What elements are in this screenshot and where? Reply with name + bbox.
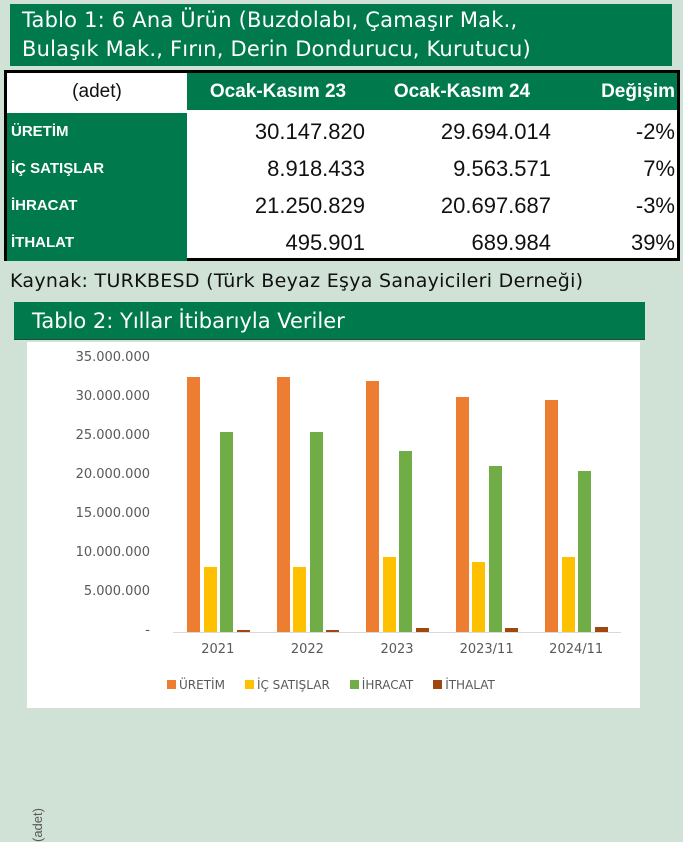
- bar: [561, 557, 575, 632]
- value-2024: 29.694.014: [440, 119, 551, 144]
- legend-item: İÇ SATIŞLAR: [244, 678, 330, 692]
- row-label: ÜRETİM: [7, 113, 187, 150]
- header-ocak-kasim-23: Ocak-Kasım 23: [187, 73, 369, 110]
- plot-area: [173, 359, 621, 633]
- bar: [415, 628, 429, 632]
- y-tick-label: 35.000.000: [75, 350, 150, 365]
- bar: [203, 567, 217, 632]
- x-tick-label: 2023: [380, 642, 414, 657]
- table1-title-line2: Bulaşık Mak., Fırın, Derin Dondurucu, Ku…: [22, 37, 531, 61]
- bar: [455, 396, 469, 632]
- table1-title-line1: Tablo 1: 6 Ana Ürün (Buzdolabı, Çamaşır …: [22, 8, 518, 32]
- legend-item: İTHALAT: [433, 678, 495, 692]
- x-tick-label: 2021: [201, 642, 235, 657]
- table2-title: Tablo 2: Yıllar İtibarıyla Veriler: [14, 302, 645, 340]
- value-2023: 495.901: [285, 230, 365, 255]
- bar: [293, 567, 307, 632]
- value-2023: 30.147.820: [254, 119, 365, 144]
- bar: [326, 630, 340, 632]
- change-value: 7%: [643, 156, 675, 181]
- bar: [366, 380, 380, 632]
- bar: [382, 557, 396, 632]
- bar: [309, 432, 323, 632]
- header-ocak-kasim-24: Ocak-Kasım 24: [369, 73, 555, 110]
- table-header-row: (adet) Ocak-Kasım 23 Ocak-Kasım 24 Değiş…: [7, 73, 677, 110]
- y-tick-label: 25.000.000: [75, 428, 150, 443]
- y-tick-label: 15.000.000: [75, 506, 150, 521]
- table1-title: Tablo 1: 6 Ana Ürün (Buzdolabı, Çamaşır …: [10, 4, 672, 66]
- bar: [187, 376, 200, 632]
- legend-swatch-icon: [433, 680, 443, 689]
- legend-item: İHRACAT: [349, 678, 413, 692]
- bar: [220, 432, 233, 632]
- change-value: -3%: [635, 193, 675, 218]
- x-tick-label: 2023/11: [459, 642, 514, 657]
- bar: [594, 626, 608, 632]
- legend-swatch-icon: [167, 680, 176, 689]
- y-tick-label: 30.000.000: [75, 389, 150, 404]
- y-tick-label: -: [145, 623, 150, 638]
- table-row: İÇ SATIŞLAR 8.918.433 9.563.571 7%: [7, 150, 677, 187]
- row-label: İTHALAT: [7, 224, 187, 261]
- value-2024: 689.984: [471, 230, 551, 255]
- bar-chart: (adet) - 5.000.000 10.000.000 15.000.000 20.…: [27, 342, 640, 842]
- legend-swatch-icon: [349, 680, 359, 689]
- chart-legend: ÜRETİM İÇ SATIŞLAR İHRACAT İTHALAT: [167, 678, 495, 692]
- bar: [488, 466, 502, 632]
- change-value: -2%: [635, 119, 675, 144]
- legend-item: ÜRETİM: [167, 678, 225, 692]
- y-axis-label: (adet): [30, 808, 45, 842]
- header-unit: (adet): [7, 73, 187, 110]
- table-row: İHRACAT 21.250.829 20.697.687 -3%: [7, 187, 677, 224]
- value-2024: 9.563.571: [453, 156, 551, 181]
- header-degisim: Değişim: [555, 73, 677, 110]
- value-2024: 20.697.687: [440, 193, 551, 218]
- bar: [545, 400, 559, 632]
- value-2023: 21.250.829: [254, 193, 365, 218]
- summary-table: (adet) Ocak-Kasım 23 Ocak-Kasım 24 Değiş…: [4, 70, 680, 261]
- bar: [505, 628, 519, 632]
- row-label: İÇ SATIŞLAR: [7, 150, 187, 187]
- row-label: İHRACAT: [7, 187, 187, 224]
- bar: [472, 562, 486, 632]
- x-axis: 2021 2022 2023 2023/11 2024/11: [173, 642, 621, 662]
- y-axis: - 5.000.000 10.000.000 15.000.000 20.000.000…: [27, 342, 150, 642]
- source-note: Kaynak: TURKBESD (Türk Beyaz Eşya Sanayi…: [10, 270, 584, 292]
- change-value: 39%: [630, 230, 675, 255]
- legend-swatch-icon: [244, 680, 254, 689]
- bar: [399, 451, 413, 632]
- bar: [276, 376, 290, 632]
- y-tick-label: 10.000.000: [75, 545, 150, 560]
- table-row: İTHALAT 495.901 689.984 39%: [7, 224, 677, 261]
- y-tick-label: 20.000.000: [75, 467, 150, 482]
- value-2023: 8.918.433: [267, 156, 365, 181]
- y-tick-label: 5.000.000: [83, 584, 150, 599]
- x-tick-label: 2022: [290, 642, 324, 657]
- bar: [578, 470, 592, 632]
- x-tick-label: 2024/11: [549, 642, 604, 657]
- bar: [236, 630, 250, 632]
- table-row: ÜRETİM 30.147.820 29.694.014 -2%: [7, 113, 677, 150]
